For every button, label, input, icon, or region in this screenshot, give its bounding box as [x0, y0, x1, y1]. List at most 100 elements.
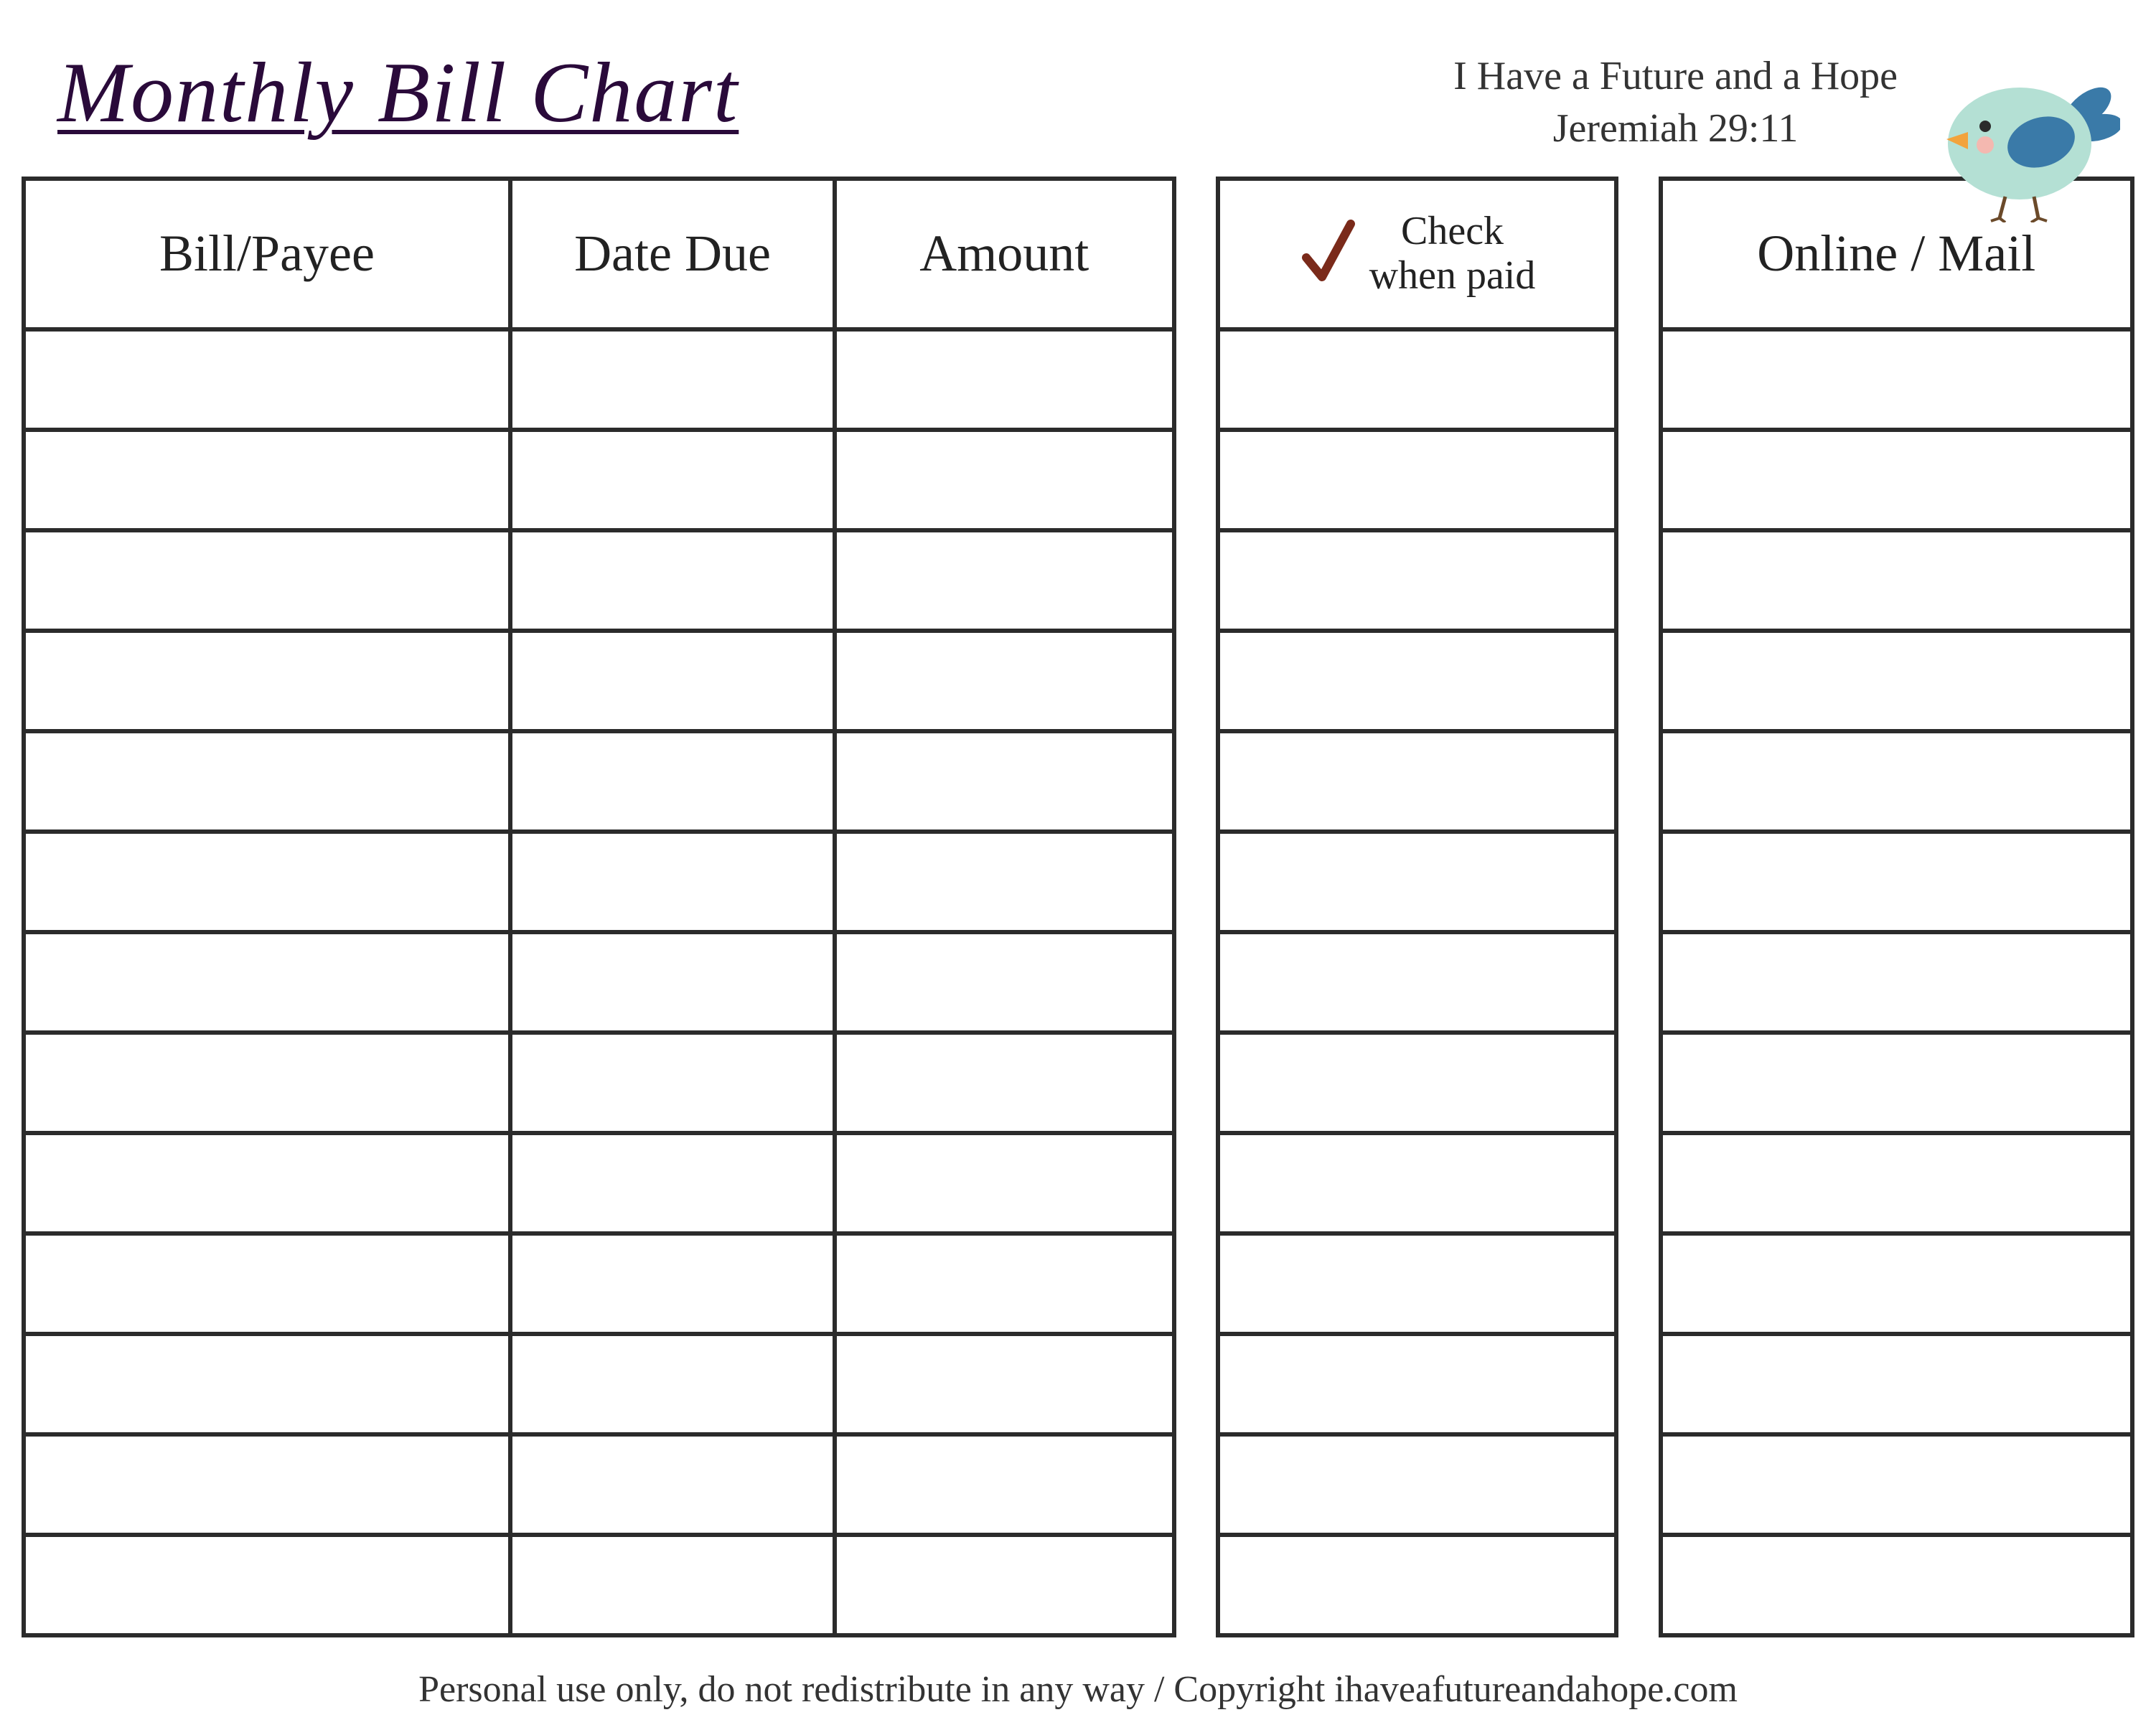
cell-check[interactable] [1218, 631, 1616, 731]
bill-table: Bill/Payee Date Due Amount Check when pa… [22, 177, 2134, 1637]
cell-due[interactable] [510, 1233, 835, 1334]
table-row [24, 832, 2132, 932]
cell-method[interactable] [1661, 1334, 2133, 1434]
cell-payee[interactable] [24, 1434, 510, 1535]
cell-amount[interactable] [835, 1033, 1174, 1133]
table-row [24, 1233, 2132, 1334]
col-gap [1616, 631, 1661, 731]
cell-due[interactable] [510, 731, 835, 832]
cell-due[interactable] [510, 1434, 835, 1535]
col-header-payee: Bill/Payee [24, 179, 510, 329]
verse-line-1: I Have a Future and a Hope [1453, 50, 1898, 103]
header: Monthly Bill Chart I Have a Future and a… [14, 29, 2142, 177]
table-container: Bill/Payee Date Due Amount Check when pa… [14, 177, 2142, 1655]
cell-check[interactable] [1218, 1233, 1616, 1334]
cell-amount[interactable] [835, 932, 1174, 1033]
cell-payee[interactable] [24, 731, 510, 832]
cell-due[interactable] [510, 1535, 835, 1635]
cell-method[interactable] [1661, 1133, 2133, 1233]
cell-amount[interactable] [835, 1535, 1174, 1635]
col-gap [1616, 179, 1661, 329]
cell-check[interactable] [1218, 832, 1616, 932]
cell-due[interactable] [510, 932, 835, 1033]
cell-due[interactable] [510, 631, 835, 731]
table-row [24, 1133, 2132, 1233]
cell-due[interactable] [510, 430, 835, 530]
cell-method[interactable] [1661, 1535, 2133, 1635]
cell-amount[interactable] [835, 530, 1174, 631]
cell-check[interactable] [1218, 430, 1616, 530]
col-gap [1616, 530, 1661, 631]
cell-check[interactable] [1218, 1434, 1616, 1535]
col-gap [1616, 832, 1661, 932]
col-gap [1616, 1133, 1661, 1233]
cell-due[interactable] [510, 1033, 835, 1133]
col-gap [1616, 1233, 1661, 1334]
cell-payee[interactable] [24, 932, 510, 1033]
col-gap [1174, 179, 1219, 329]
cell-check[interactable] [1218, 731, 1616, 832]
cell-due[interactable] [510, 832, 835, 932]
cell-check[interactable] [1218, 1033, 1616, 1133]
cell-amount[interactable] [835, 832, 1174, 932]
table-header-row: Bill/Payee Date Due Amount Check when pa… [24, 179, 2132, 329]
cell-check[interactable] [1218, 530, 1616, 631]
cell-check[interactable] [1218, 1133, 1616, 1233]
table-row [24, 1033, 2132, 1133]
cell-payee[interactable] [24, 1133, 510, 1233]
cell-payee[interactable] [24, 1033, 510, 1133]
table-row [24, 932, 2132, 1033]
cell-payee[interactable] [24, 329, 510, 430]
cell-method[interactable] [1661, 1434, 2133, 1535]
cell-method[interactable] [1661, 430, 2133, 530]
col-gap [1174, 932, 1219, 1033]
cell-payee[interactable] [24, 1233, 510, 1334]
cell-check[interactable] [1218, 1334, 1616, 1434]
cell-amount[interactable] [835, 1434, 1174, 1535]
table-row [24, 430, 2132, 530]
cell-amount[interactable] [835, 329, 1174, 430]
cell-amount[interactable] [835, 731, 1174, 832]
cell-amount[interactable] [835, 430, 1174, 530]
table-row [24, 530, 2132, 631]
col-gap [1616, 1334, 1661, 1434]
cell-check[interactable] [1218, 1535, 1616, 1635]
cell-payee[interactable] [24, 631, 510, 731]
cell-due[interactable] [510, 530, 835, 631]
table-row [24, 1434, 2132, 1535]
cell-amount[interactable] [835, 631, 1174, 731]
cell-check[interactable] [1218, 329, 1616, 430]
cell-method[interactable] [1661, 832, 2133, 932]
cell-due[interactable] [510, 1133, 835, 1233]
col-gap [1174, 1133, 1219, 1233]
cell-method[interactable] [1661, 1233, 2133, 1334]
cell-payee[interactable] [24, 1334, 510, 1434]
cell-method[interactable] [1661, 631, 2133, 731]
cell-amount[interactable] [835, 1133, 1174, 1233]
cell-payee[interactable] [24, 430, 510, 530]
page: Monthly Bill Chart I Have a Future and a… [0, 0, 2156, 1725]
cell-amount[interactable] [835, 1334, 1174, 1434]
cell-method[interactable] [1661, 731, 2133, 832]
col-gap [1174, 1535, 1219, 1635]
cell-method[interactable] [1661, 329, 2133, 430]
cell-due[interactable] [510, 329, 835, 430]
cell-due[interactable] [510, 1334, 835, 1434]
col-gap [1616, 1535, 1661, 1635]
cell-payee[interactable] [24, 832, 510, 932]
cell-amount[interactable] [835, 1233, 1174, 1334]
col-gap [1174, 1033, 1219, 1133]
cell-method[interactable] [1661, 530, 2133, 631]
checkmark-icon [1299, 218, 1356, 290]
bird-icon [1934, 65, 2120, 222]
cell-method[interactable] [1661, 1033, 2133, 1133]
cell-check[interactable] [1218, 932, 1616, 1033]
cell-payee[interactable] [24, 1535, 510, 1635]
cell-method[interactable] [1661, 932, 2133, 1033]
col-header-due: Date Due [510, 179, 835, 329]
cell-payee[interactable] [24, 530, 510, 631]
col-gap [1174, 731, 1219, 832]
verse-line-2: Jeremiah 29:11 [1453, 103, 1898, 155]
col-header-amount: Amount [835, 179, 1174, 329]
col-gap [1616, 329, 1661, 430]
